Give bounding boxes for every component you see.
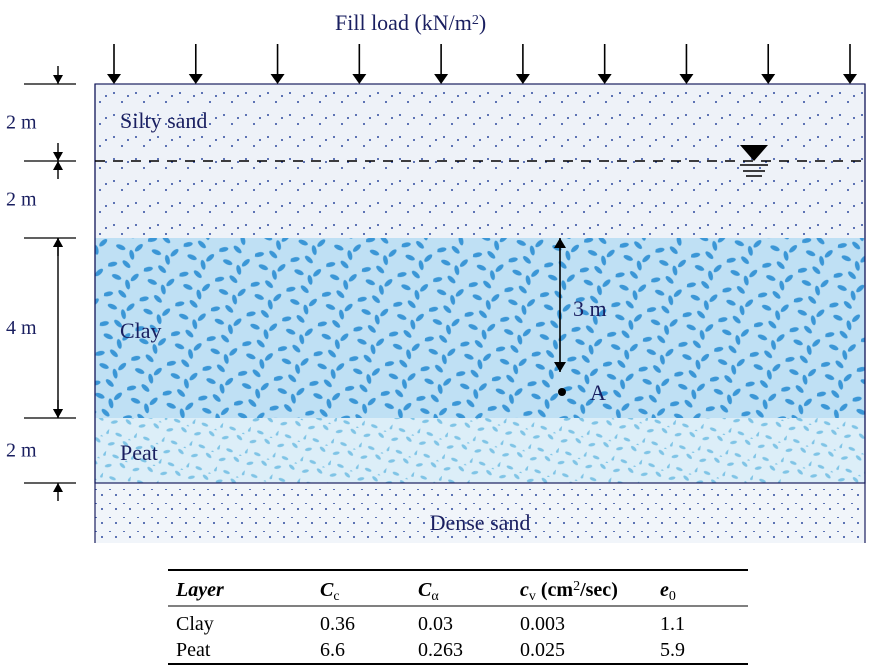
layer-peat [95,418,865,483]
layer-label-silty_top: Silty sand [120,108,207,133]
layer-label-clay: Clay [120,318,162,343]
dim-label: 2 m [6,112,37,134]
td-ca-0: 0.03 [418,613,453,635]
td-cv-1: 0.025 [520,639,565,661]
layer-label-peat: Peat [120,440,158,465]
dim-label: 2 m [6,440,37,462]
td-e0-1: 5.9 [660,639,685,661]
td-e0-0: 1.1 [660,613,685,635]
dim-label: 2 m [6,189,37,211]
dense-sand-label: Dense sand [430,510,531,535]
point-a-label: A [590,380,606,405]
layer-clay [95,238,865,418]
fill-load-title: Fill load (kN/m2) [335,10,486,35]
td-layer-1: Peat [176,639,211,661]
td-cv-0: 0.003 [520,613,565,635]
dim-label: 4 m [6,317,37,339]
td-layer-0: Clay [176,613,214,635]
clay-3m-label: 3 m [573,296,607,321]
point-a-dot [558,388,566,396]
th-cc: Cc [320,579,340,604]
layer-silty_bot [95,161,865,238]
th-layer: Layer [175,579,224,601]
td-ca-1: 0.263 [418,639,463,661]
th-cv: cv (cm2/sec) [520,579,618,604]
th-ca: Cα [418,579,439,604]
th-e0: e0 [660,579,676,604]
td-cc-0: 0.36 [320,613,355,635]
td-cc-1: 6.6 [320,639,345,661]
